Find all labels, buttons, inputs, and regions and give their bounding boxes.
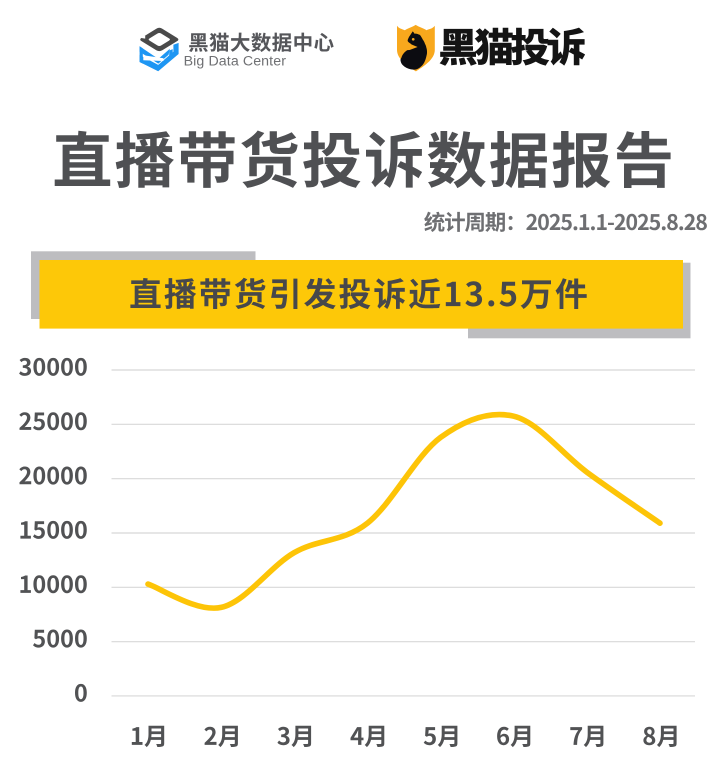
svg-text:Big Data Center: Big Data Center xyxy=(184,53,287,69)
